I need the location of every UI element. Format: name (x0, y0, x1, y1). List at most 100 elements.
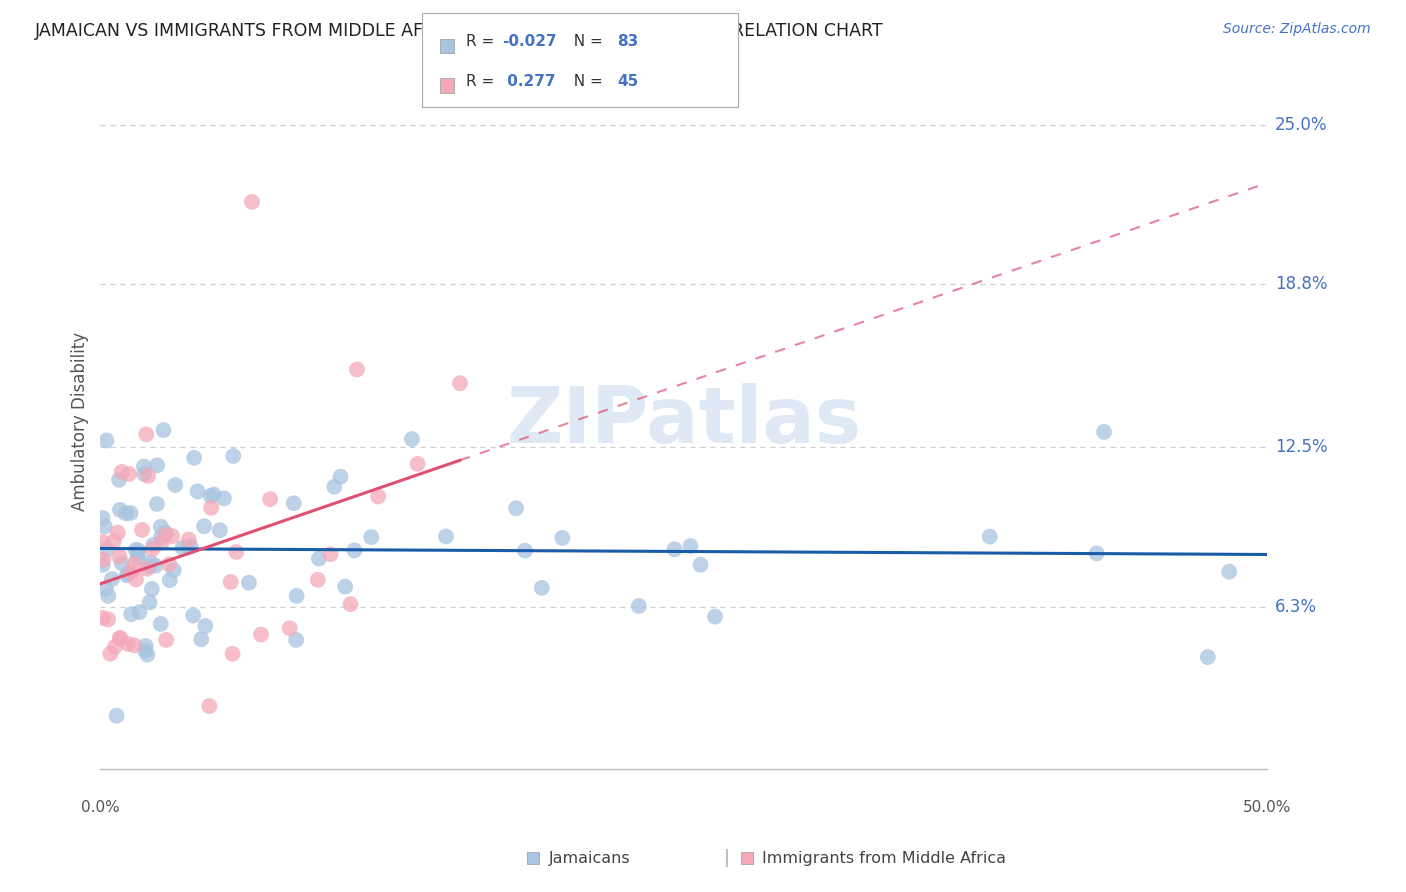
Point (105, 708, 128, 723)
Point (91, 511, 114, 525)
Point (94, 519, 117, 533)
Point (91, 611, 114, 625)
Point (285, 589, 308, 603)
Point (139, 555, 162, 569)
Point (118, 467, 141, 481)
Point (343, 543, 366, 558)
Point (221, 647, 243, 661)
Point (98, 647, 121, 661)
Point (111, 556, 134, 570)
Point (104, 640, 127, 654)
Point (679, 539, 702, 553)
Point (278, 621, 301, 635)
Point (505, 501, 527, 516)
Point (181, 608, 204, 623)
Point (367, 490, 389, 504)
Point (177, 540, 200, 554)
Point (120, 607, 142, 622)
Point (155, 525, 177, 540)
Point (177, 533, 200, 547)
Point (91, 558, 114, 572)
Y-axis label: Ambulatory Disability: Ambulatory Disability (72, 332, 89, 510)
Point (1092, 425, 1115, 439)
Text: Immigrants from Middle Africa: Immigrants from Middle Africa (762, 851, 1007, 865)
Text: |: | (724, 849, 730, 867)
Text: N =: N = (564, 74, 607, 89)
Point (259, 492, 281, 507)
Point (339, 597, 361, 611)
Point (198, 699, 221, 714)
Point (128, 605, 150, 619)
Point (238, 575, 260, 590)
Point (136, 469, 159, 483)
Text: 45: 45 (617, 74, 638, 89)
Point (307, 573, 329, 587)
Point (1085, 546, 1108, 560)
Point (346, 362, 368, 376)
Text: R =: R = (465, 74, 499, 89)
Point (107, 525, 129, 540)
Point (200, 489, 222, 503)
Point (142, 538, 165, 552)
Point (704, 609, 727, 624)
Point (135, 427, 157, 442)
Point (115, 568, 138, 582)
Point (157, 558, 180, 572)
Point (146, 458, 169, 473)
Text: 18.8%: 18.8% (1275, 276, 1327, 293)
Point (120, 506, 142, 520)
Text: ZIPatlas: ZIPatlas (506, 383, 860, 459)
Text: 50.0%: 50.0% (1243, 799, 1291, 814)
Point (1218, 565, 1240, 579)
Point (212, 491, 235, 506)
Text: 83: 83 (617, 34, 638, 49)
Point (979, 530, 1001, 544)
Point (222, 449, 245, 463)
Point (689, 558, 711, 572)
Text: Jamaicans: Jamaicans (548, 851, 630, 865)
Point (103, 534, 125, 549)
Point (219, 574, 242, 589)
Point (149, 520, 172, 534)
Point (149, 617, 172, 632)
Point (283, 496, 305, 510)
Point (108, 631, 131, 645)
Text: -0.027: -0.027 (502, 34, 557, 49)
Point (122, 558, 145, 572)
Point (183, 450, 205, 465)
Point (172, 541, 194, 555)
Point (94, 582, 117, 596)
Point (125, 542, 148, 557)
Point (110, 632, 132, 646)
Point (96, 434, 118, 448)
Point (93, 552, 115, 566)
Point (136, 648, 159, 662)
Point (551, 531, 574, 545)
Point (285, 632, 308, 647)
Point (155, 528, 177, 542)
Point (323, 480, 346, 494)
Point (250, 627, 273, 641)
Point (406, 457, 429, 471)
Point (160, 529, 183, 543)
Point (180, 539, 202, 553)
Point (115, 506, 138, 520)
Point (319, 547, 342, 561)
Text: R =: R = (465, 34, 499, 49)
Point (132, 459, 155, 474)
Point (150, 530, 173, 544)
Point (141, 582, 163, 596)
Text: 25.0%: 25.0% (1275, 116, 1327, 134)
Point (138, 559, 160, 574)
Point (97, 589, 120, 603)
Point (138, 595, 160, 609)
Point (449, 376, 471, 391)
Point (135, 639, 157, 653)
Text: 0.277: 0.277 (502, 74, 555, 89)
Point (146, 497, 169, 511)
Point (127, 550, 149, 565)
Point (108, 549, 131, 564)
Point (127, 546, 149, 560)
Point (360, 530, 382, 544)
Point (401, 432, 423, 446)
